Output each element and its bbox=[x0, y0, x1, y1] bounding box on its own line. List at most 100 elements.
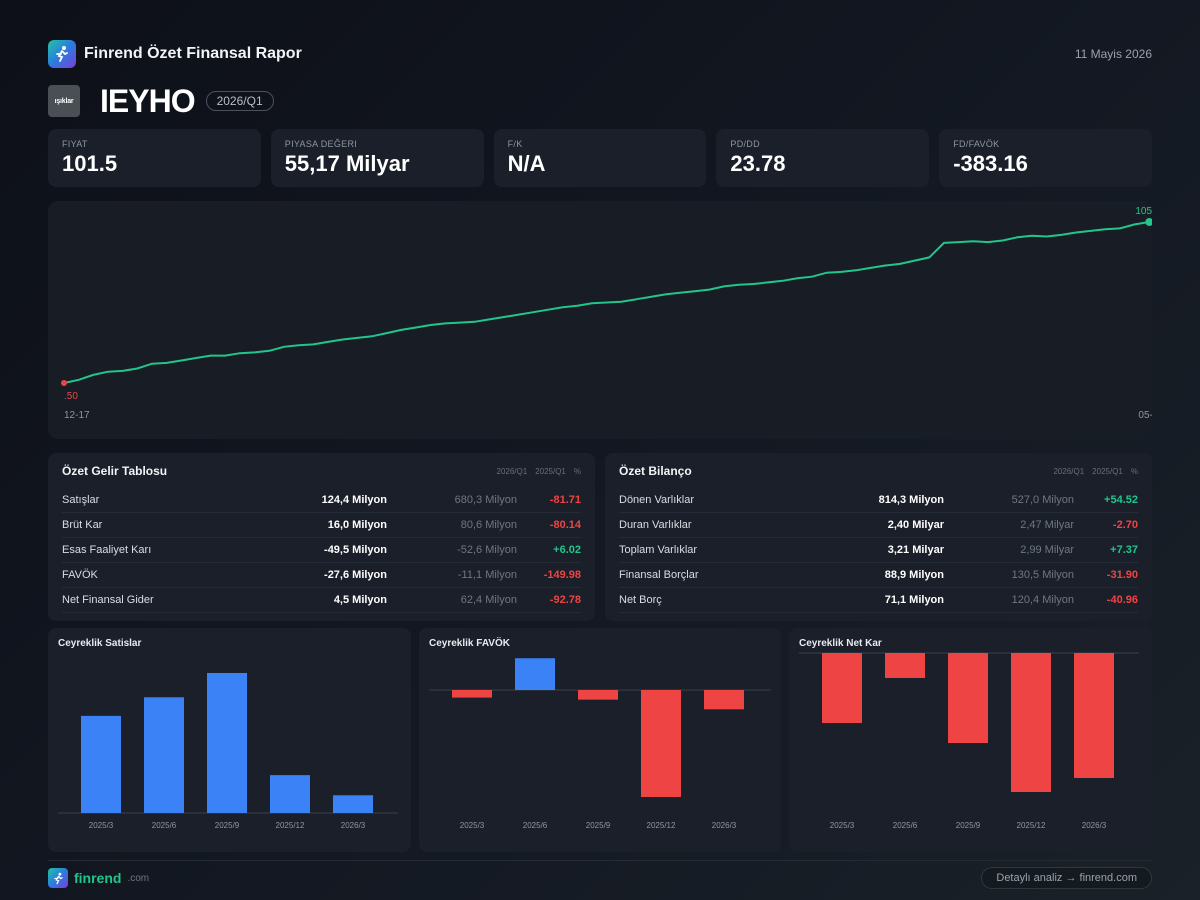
chart-tick-label: 2025/12 bbox=[1017, 821, 1046, 830]
table-row: Duran Varlıklar 2,40 Milyar 2,47 Milyar -2.… bbox=[619, 513, 1138, 538]
chart-bar bbox=[822, 653, 862, 723]
table-row: Esas Faaliyet Karı -49,5 Milyon -52,6 Mily… bbox=[62, 538, 581, 563]
row-change-percent: -149.98 bbox=[543, 569, 581, 581]
kpi-pb: PD/DD 23.78 bbox=[716, 129, 930, 187]
ticker-symbol: IEYHO bbox=[100, 82, 196, 119]
row-label: Net Finansal Gider bbox=[62, 594, 154, 606]
table-columns: 2026/Q1 2025/Q1 % bbox=[1053, 467, 1138, 476]
row-change-percent: -80.14 bbox=[549, 519, 581, 531]
row-change-percent: -2.70 bbox=[1112, 519, 1138, 531]
row-label: FAVÖK bbox=[62, 569, 98, 581]
kpi-value: -383.16 bbox=[953, 151, 1028, 176]
column-change: % bbox=[1130, 466, 1138, 476]
chart-tick-label: 2025/9 bbox=[215, 821, 240, 830]
row-label: Duran Varlıklar bbox=[619, 519, 692, 531]
kpi-row: FIYAT 101.5 PIYASA DEĞERI 55,17 Milyar F… bbox=[48, 129, 1152, 187]
row-previous-value: 527,0 Milyon bbox=[1011, 494, 1074, 506]
chart-tick-label: 2026/3 bbox=[712, 821, 737, 830]
row-previous-value: 2,47 Milyar bbox=[1020, 519, 1074, 531]
table-row: Net Borç 71,1 Milyon 120,4 Milyon -40.96 bbox=[619, 588, 1138, 613]
price-min-marker bbox=[61, 380, 67, 386]
income-statement-card: Özet Gelir Tablosu 2026/Q1 2025/Q1 % Sat… bbox=[48, 453, 595, 621]
chart-tick-label: 2025/12 bbox=[276, 821, 305, 830]
quarterly-ebitda-chart: 2025/3 2025/6 2025/9 2025/12 2026/3 Ceyrekli… bbox=[419, 628, 781, 852]
row-change-percent: -31.90 bbox=[1106, 569, 1138, 581]
chart-tick-label: 2025/12 bbox=[647, 821, 676, 830]
table-header: Özet Bilanço 2026/Q1 2025/Q1 % bbox=[619, 464, 1138, 478]
row-current-value: -27,6 Milyon bbox=[324, 569, 387, 581]
kpi-label: PIYASA DEĞERI bbox=[284, 139, 358, 149]
price-line bbox=[63, 220, 1152, 384]
company-logo: ışıklar bbox=[48, 85, 80, 117]
row-current-value: 16,0 Milyon bbox=[327, 519, 387, 531]
balance-sheet-card: Özet Bilanço 2026/Q1 2025/Q1 % Dönen Var… bbox=[605, 453, 1152, 621]
runner-icon bbox=[48, 40, 76, 68]
chart-tick-label: 2026/3 bbox=[341, 821, 366, 830]
row-previous-value: -52,6 Milyon bbox=[457, 544, 517, 556]
chart-title: Ceyreklik Satislar bbox=[58, 638, 142, 649]
table-row: Toplam Varlıklar 3,21 Milyar 2,99 Milyar +7… bbox=[619, 538, 1138, 563]
row-current-value: 2,40 Milyar bbox=[887, 519, 944, 531]
row-current-value: -49,5 Milyon bbox=[324, 544, 387, 556]
footer-brand[interactable]: finrend .com bbox=[48, 868, 149, 888]
price-start-date: 12-17 bbox=[64, 410, 90, 421]
chart-bar bbox=[704, 690, 744, 710]
row-current-value: 3,21 Milyar bbox=[887, 544, 944, 556]
detailed-analysis-link[interactable]: Detaylı analiz → finrend.com bbox=[981, 867, 1152, 889]
row-current-value: 124,4 Milyon bbox=[321, 494, 387, 506]
kpi-price: FIYAT 101.5 bbox=[48, 129, 261, 187]
kpi-market-cap: PIYASA DEĞERI 55,17 Milyar bbox=[270, 129, 484, 187]
chart-tick-label: 2026/3 bbox=[1082, 821, 1107, 830]
chart-bar bbox=[578, 690, 618, 700]
footer-brand-name: finrend bbox=[74, 870, 122, 886]
price-chart-svg: .50 105.4 12-17 05-08 bbox=[61, 206, 1152, 421]
row-change-percent: +54.52 bbox=[1104, 494, 1138, 506]
row-change-percent: -92.78 bbox=[549, 594, 581, 606]
row-label: Esas Faaliyet Karı bbox=[62, 544, 152, 556]
balance-rows: Dönen Varlıklar 814,3 Milyon 527,0 Milyon +… bbox=[619, 488, 1138, 613]
kpi-value: 101.5 bbox=[62, 151, 118, 176]
income-rows: Satışlar 124,4 Milyon 680,3 Milyon -81.71 Br… bbox=[62, 488, 581, 613]
row-previous-value: -11,1 Milyon bbox=[457, 569, 517, 581]
price-max-marker bbox=[1145, 218, 1152, 226]
column-previous: 2025/Q1 bbox=[535, 466, 566, 476]
row-previous-value: 130,5 Milyon bbox=[1011, 569, 1074, 581]
row-label: Finansal Borçlar bbox=[619, 569, 699, 581]
table-row: Finansal Borçlar 88,9 Milyon 130,5 Milyon -… bbox=[619, 563, 1138, 588]
row-label: Satışlar bbox=[62, 494, 100, 506]
table-row: FAVÖK -27,6 Milyon -11,1 Milyon -149.98 bbox=[62, 563, 581, 588]
kpi-label: FIYAT bbox=[62, 139, 88, 149]
footer-divider bbox=[48, 860, 1152, 861]
row-current-value: 4,5 Milyon bbox=[333, 594, 387, 606]
table-row: Net Finansal Gider 4,5 Milyon 62,4 Milyon -… bbox=[62, 588, 581, 613]
chart-tick-label: 2025/6 bbox=[523, 821, 548, 830]
chart-bar bbox=[81, 715, 121, 813]
kpi-label: FD/FAVÖK bbox=[953, 139, 1000, 149]
row-current-value: 71,1 Milyon bbox=[884, 594, 944, 606]
kpi-value: 23.78 bbox=[730, 151, 786, 176]
quarterly-sales-chart: 2025/3 2025/6 2025/9 2025/12 2026/3 Ceyrekli… bbox=[48, 628, 411, 852]
chart-bar bbox=[641, 690, 681, 797]
column-previous: 2025/Q1 bbox=[1092, 466, 1123, 476]
table-row: Brüt Kar 16,0 Milyon 80,6 Milyon -80.14 bbox=[62, 513, 581, 538]
table-header: Özet Gelir Tablosu 2026/Q1 2025/Q1 % bbox=[62, 464, 581, 478]
report-header: Finrend Özet Finansal Rapor 11 Mayis 202… bbox=[48, 40, 1152, 68]
period-badge: 2026/Q1 bbox=[205, 91, 274, 111]
table-columns: 2026/Q1 2025/Q1 % bbox=[496, 467, 581, 476]
row-previous-value: 80,6 Milyon bbox=[460, 519, 517, 531]
bar-chart-svg: 2025/3 2025/6 2025/9 2025/12 2026/3 bbox=[58, 673, 398, 830]
chart-bar bbox=[1011, 653, 1051, 792]
chart-bar bbox=[270, 775, 310, 813]
report-title: Finrend Özet Finansal Rapor bbox=[84, 45, 302, 62]
table-row: Satışlar 124,4 Milyon 680,3 Milyon -81.71 bbox=[62, 488, 581, 513]
row-previous-value: 680,3 Milyon bbox=[454, 494, 517, 506]
row-label: Dönen Varlıklar bbox=[619, 494, 694, 506]
kpi-ev-ebitda: FD/FAVÖK -383.16 bbox=[939, 129, 1152, 187]
row-previous-value: 2,99 Milyar bbox=[1020, 544, 1074, 556]
company-header: ışıklar IEYHO 2026/Q1 bbox=[48, 82, 274, 119]
chart-tick-label: 2025/3 bbox=[89, 821, 114, 830]
brand: Finrend Özet Finansal Rapor bbox=[48, 40, 302, 68]
chart-bar bbox=[885, 653, 925, 678]
chart-bar bbox=[452, 690, 492, 698]
report-date: 11 Mayis 2026 bbox=[1074, 47, 1152, 61]
